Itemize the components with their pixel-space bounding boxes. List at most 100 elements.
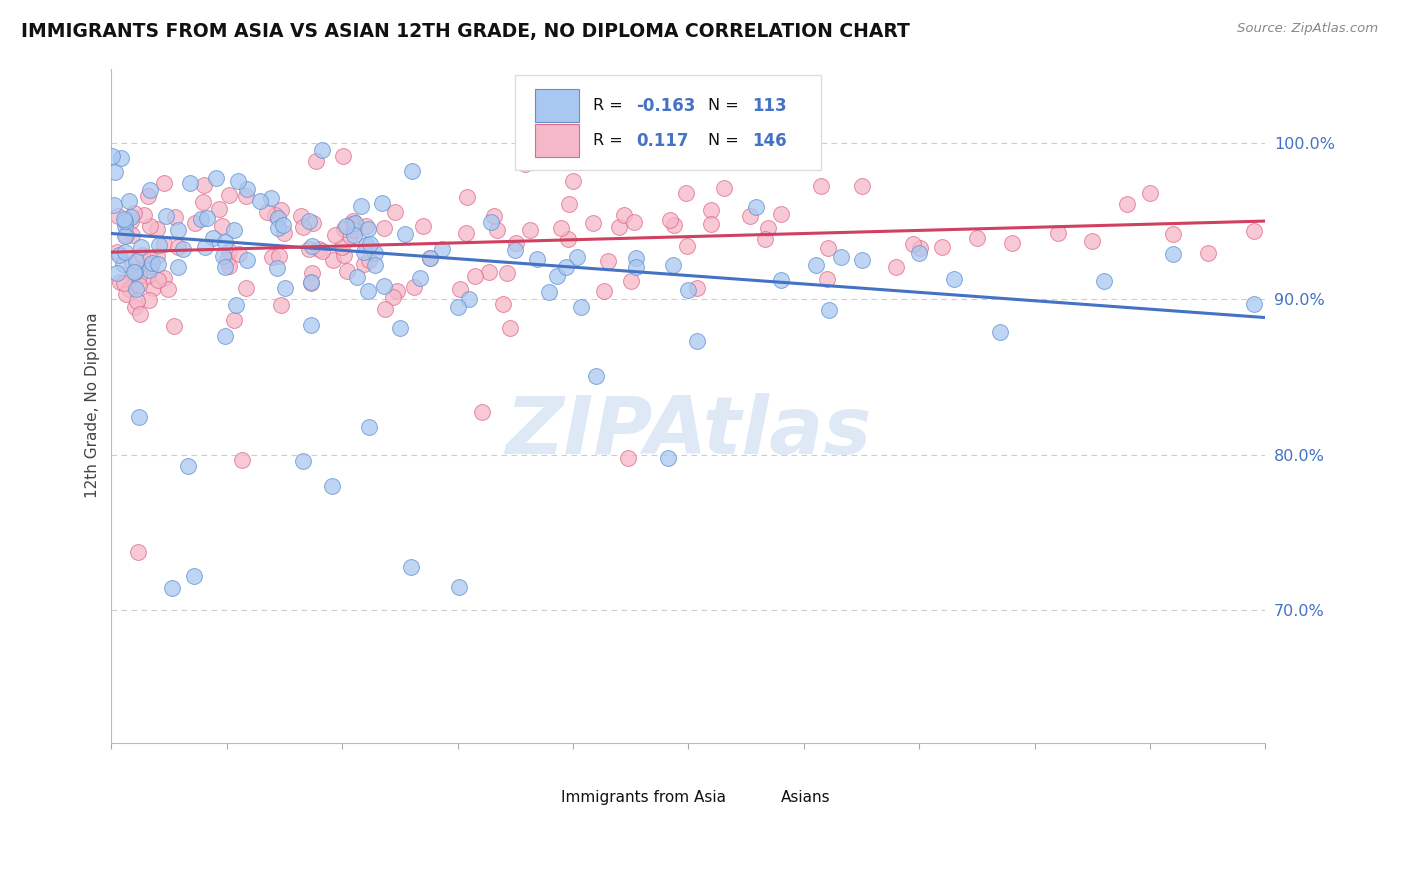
Point — [851, 253, 873, 268]
Point — [851, 179, 873, 194]
Point — [214, 235, 236, 250]
Point — [616, 450, 638, 465]
Point — [256, 205, 278, 219]
Point — [1000, 236, 1022, 251]
Point — [301, 216, 323, 230]
Point — [335, 219, 357, 234]
Point — [107, 248, 129, 262]
Point — [659, 213, 682, 227]
Point — [194, 240, 217, 254]
Point — [353, 257, 375, 271]
Point — [675, 186, 697, 200]
Point — [124, 301, 146, 315]
Text: N =: N = — [709, 98, 744, 113]
Point — [526, 252, 548, 266]
Point — [236, 182, 259, 196]
Point — [117, 282, 139, 296]
Point — [340, 218, 363, 232]
Point — [139, 252, 162, 266]
Point — [124, 265, 146, 279]
Point — [1139, 186, 1161, 201]
Point — [103, 198, 125, 212]
Point — [148, 257, 170, 271]
Point — [496, 267, 519, 281]
Point — [179, 176, 201, 190]
Point — [136, 189, 159, 203]
Point — [538, 285, 561, 299]
Point — [343, 227, 366, 242]
Point — [359, 252, 381, 267]
Point — [412, 219, 434, 234]
Point — [354, 219, 377, 233]
Point — [235, 189, 257, 203]
FancyBboxPatch shape — [534, 125, 579, 157]
FancyBboxPatch shape — [534, 89, 579, 122]
Point — [1161, 246, 1184, 260]
Point — [228, 246, 250, 260]
Point — [735, 142, 758, 156]
Point — [131, 248, 153, 262]
Point — [271, 219, 294, 233]
Point — [153, 271, 176, 285]
Point — [446, 301, 468, 315]
Point — [664, 218, 686, 232]
Point — [339, 229, 361, 244]
Text: 146: 146 — [752, 132, 786, 150]
Point — [124, 282, 146, 296]
Point — [567, 250, 589, 264]
Point — [301, 318, 323, 332]
Point — [388, 320, 411, 334]
Point — [342, 214, 364, 228]
Point — [292, 219, 315, 234]
Point — [546, 268, 568, 283]
Point — [485, 222, 508, 236]
Point — [270, 298, 292, 312]
Point — [363, 246, 385, 260]
Point — [364, 259, 387, 273]
Point — [135, 268, 157, 283]
Point — [357, 221, 380, 235]
Point — [112, 211, 135, 226]
Point — [419, 251, 441, 265]
Point — [449, 282, 471, 296]
Point — [373, 279, 395, 293]
Point — [263, 208, 285, 222]
Point — [249, 194, 271, 208]
Point — [225, 298, 247, 312]
Point — [322, 252, 344, 267]
Point — [557, 196, 579, 211]
Point — [118, 194, 141, 208]
Point — [167, 260, 190, 274]
Point — [153, 237, 176, 252]
Point — [120, 210, 142, 224]
Point — [810, 179, 832, 194]
Point — [592, 284, 614, 298]
Point — [124, 262, 146, 277]
Point — [404, 280, 426, 294]
Point — [111, 257, 134, 271]
Y-axis label: 12th Grade, No Diploma: 12th Grade, No Diploma — [86, 313, 100, 499]
Point — [323, 227, 346, 242]
Point — [1243, 224, 1265, 238]
Point — [333, 221, 356, 235]
FancyBboxPatch shape — [741, 787, 773, 808]
Point — [613, 208, 636, 222]
Point — [806, 258, 828, 272]
Text: Source: ZipAtlas.com: Source: ZipAtlas.com — [1237, 22, 1378, 36]
Point — [686, 334, 709, 349]
Point — [139, 219, 162, 234]
Point — [308, 242, 330, 256]
Point — [148, 238, 170, 252]
Point — [121, 227, 143, 242]
Text: -0.163: -0.163 — [637, 96, 696, 114]
Point — [409, 271, 432, 285]
Point — [394, 227, 416, 241]
Point — [100, 149, 122, 163]
Point — [267, 249, 290, 263]
Point — [815, 271, 838, 285]
Point — [266, 261, 288, 276]
Point — [301, 266, 323, 280]
Point — [505, 235, 527, 250]
Point — [163, 318, 186, 333]
Point — [114, 244, 136, 259]
